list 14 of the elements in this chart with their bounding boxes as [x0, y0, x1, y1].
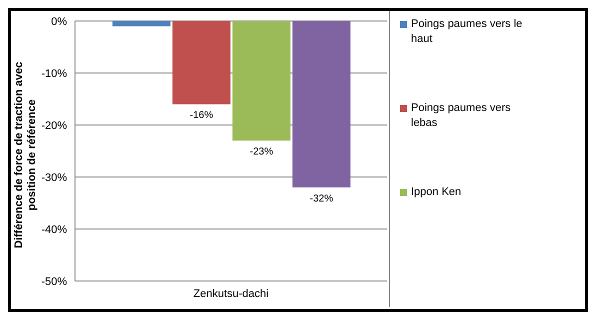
legend-label: Poings paumes vers le haut	[411, 17, 524, 47]
y-tick-label: 0%	[51, 16, 68, 28]
data-label: -16%	[190, 110, 214, 122]
data-label: -32%	[310, 193, 334, 204]
y-tick-label: -40%	[41, 224, 68, 236]
legend-label: Poings paumes vers lebas	[411, 101, 512, 131]
y-tick-label: -20%	[41, 120, 68, 132]
data-label: -23%	[250, 146, 274, 158]
y-axis-title: Différence de force de traction avec position de référence	[13, 60, 39, 250]
x-tick-label: Zenkutsu-dachi	[193, 288, 269, 300]
y-tick-label: -50%	[41, 276, 68, 288]
legend-label: Ippon Ken	[411, 185, 462, 200]
y-tick-label: -30%	[41, 172, 68, 184]
y-tick-label: -10%	[41, 68, 68, 80]
